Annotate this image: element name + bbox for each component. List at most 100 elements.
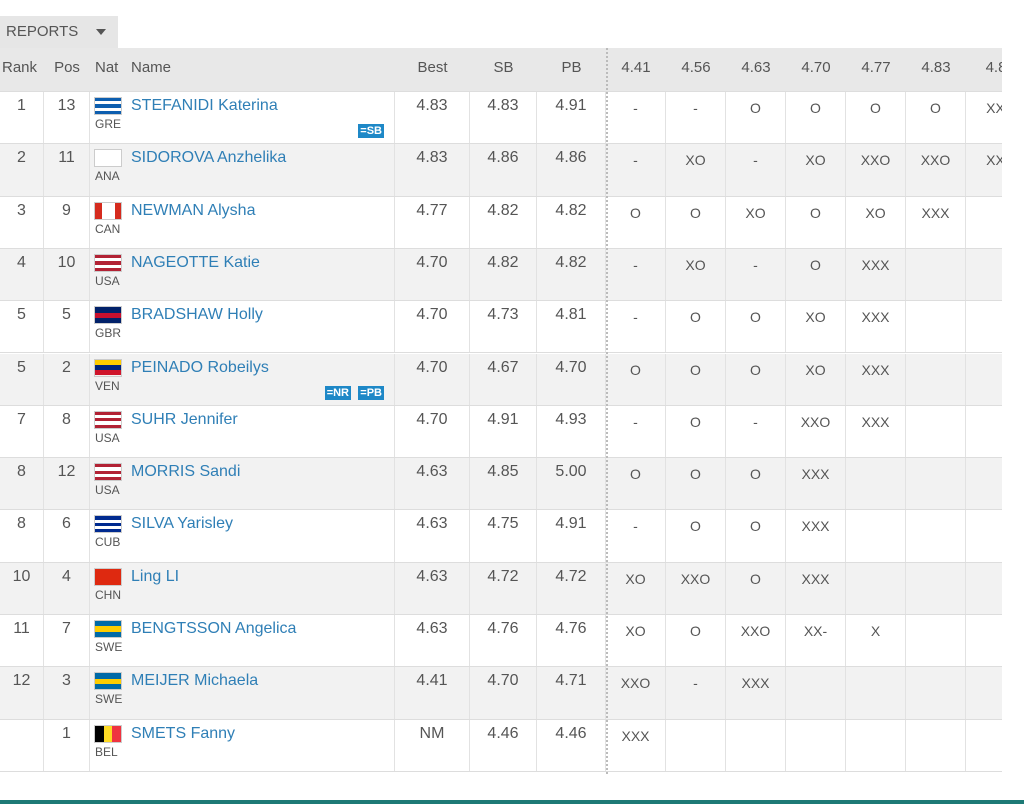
flag-stripe [95,568,121,585]
column-separator [606,48,608,774]
result-row: 4 10 USA NAGEOTTE Katie 4.70 4.82 4.82 - XO - O XXX [0,248,1002,302]
header-cell: Pos [44,48,90,91]
cell-text: 4.46 [487,724,519,742]
cell-text: 4.81 [555,306,587,324]
athlete-link[interactable]: NEWMAN Alysha [131,201,256,219]
table-cell: XO [786,353,846,405]
flag-stripe [95,621,121,627]
athlete-link[interactable]: SILVA Yarisley [131,515,233,533]
flag-stripe [95,364,121,371]
flag-stripe [95,317,121,324]
table-cell: XXX [786,562,846,614]
result-row: 8 12 USA MORRIS Sandi 4.63 4.85 5.00 O O O XXX [0,458,1002,511]
table-cell [906,353,966,405]
table-cell: 4.72 [470,562,537,614]
table-cell: 4.63 [395,615,470,667]
athlete-link[interactable]: BRADSHAW Holly [131,306,263,324]
flag-stripe [95,411,121,415]
table-cell [906,510,966,562]
cell-text: 4.72 [487,567,519,585]
cell-text: 4.77 [416,201,448,219]
country-code: CHN [95,587,121,602]
country-code: SWE [95,640,123,654]
table-cell: Ling LI [128,562,395,614]
cell-text: 10 [12,567,31,585]
attempt-result: - [693,100,698,116]
table-cell: - [606,248,666,301]
athlete-link[interactable]: PEINADO Robeilys [131,358,269,376]
table-cell: 2 [44,353,90,405]
attempt-result: XXX [921,204,950,221]
attempt-result: O [690,413,701,430]
attempt-result: O [750,518,761,535]
result-row: 1 BEL SMETS Fanny NM 4.46 4.46 XXX [0,719,1002,772]
table-cell: BEL [90,720,128,771]
cell-text: 4.86 [487,149,519,167]
table-cell [786,667,846,719]
table-cell: 13 [44,92,90,144]
result-row: 12 3 SWE MEIJER Michaela 4.41 4.70 4.71 XXO - XXX [0,667,1002,720]
header-label: PB [561,59,582,76]
cell-text: 4.76 [487,620,519,637]
header-label: Pos [54,59,80,76]
attempt-result: - [633,413,638,430]
attempt-result: XXX [861,361,890,378]
athlete-name: PEINADO Robeilys [131,358,394,377]
header-row: Rank Pos Nat Name Best SB PB 4.41 4.56 4.63 4.70 4.… [0,48,1002,92]
result-row: 7 8 USA SUHR Jennifer 4.70 4.91 4.93 - O - XXO XXX [0,405,1002,459]
table-cell: XO [606,562,666,614]
flag-stripe [95,476,121,481]
cell-text: 4.70 [416,358,448,376]
attempt-result: XXX [621,727,650,744]
attempt-result: XXO [620,675,651,692]
table-cell [966,720,1002,771]
header-cell: Nat [90,48,128,91]
flag-stripe [95,359,121,365]
cell-text: 4.63 [416,620,448,637]
table-cell: 3 [0,196,44,248]
table-cell: CUB [90,510,128,561]
attempt-result: - [633,152,638,169]
result-row: 10 4 CHN Ling LI 4.63 4.72 4.72 XO XXO O XXX [0,562,1002,615]
athlete-link[interactable]: SUHR Jennifer [131,410,238,428]
flag-stripe [95,261,121,265]
table-cell: 8 [44,405,90,458]
flag-stripe [95,258,121,262]
athlete-link[interactable]: BENGTSSON Angelica [131,620,297,637]
table-cell: - [726,405,786,458]
athlete-link[interactable]: Ling LI [131,567,180,585]
athlete-link[interactable]: STEFANIDI Katerina [131,97,278,114]
table-cell: O [666,196,726,248]
attempt-result: O [930,100,941,116]
table-cell: 5 [0,353,44,405]
athlete-link[interactable]: SIDOROVA Anzhelika [131,149,287,167]
reports-button[interactable]: REPORTS [0,16,118,48]
table-cell: - [666,667,726,719]
table-cell: NEWMAN Alysha [128,196,395,248]
flag-stripe [95,307,121,313]
table-cell: - [606,92,666,144]
flag-stripe [95,516,121,520]
cell-text: 11 [13,620,30,637]
result-row: 2 11 ANA SIDOROVA Anzhelika 4.83 4.86 4.86 - XO -… [0,144,1002,197]
table-cell: XXO [666,562,726,614]
athlete-link[interactable]: NAGEOTTE Katie [131,253,260,271]
header-cell: 4.8 [966,48,1002,91]
table-cell: 4.76 [537,615,606,667]
result-row: 5 5 GBR BRADSHAW Holly 4.70 4.73 4.81 - O O XO XXX [0,301,1002,354]
cell-text: 4.70 [416,253,448,271]
table-cell: XO [666,144,726,196]
table-cell: 1 [0,92,44,144]
flag-stripe [95,312,121,318]
table-cell: 3 [44,667,90,719]
athlete-name: Ling LI [131,567,394,586]
cell-text: 6 [62,515,71,533]
attempt-result: XXO [680,570,711,587]
table-cell: O [666,301,726,353]
table-cell: O [726,562,786,614]
cell-text: 4.63 [416,463,448,481]
athlete-link[interactable]: MEIJER Michaela [131,672,259,690]
table-cell: - [606,301,666,353]
athlete-link[interactable]: SMETS Fanny [131,724,236,742]
athlete-link[interactable]: MORRIS Sandi [131,463,241,481]
